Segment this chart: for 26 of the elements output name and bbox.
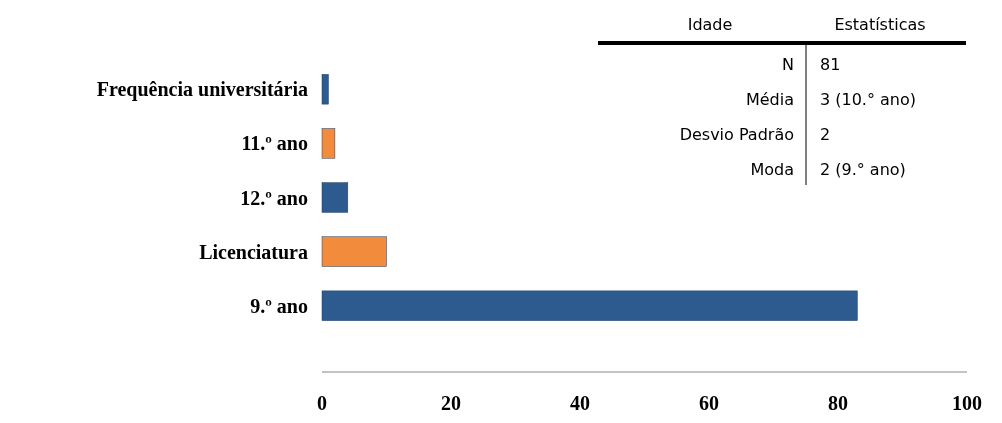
bar (321, 182, 349, 213)
annotation: 3 (10.° ano) (820, 90, 917, 109)
bar (321, 236, 387, 267)
annotation: 81 (820, 55, 841, 74)
y-tick-label: 11.º ano (241, 132, 308, 155)
annotation: 2 (9.° ano) (820, 160, 906, 179)
y-tick-label: Licenciatura (199, 240, 308, 263)
x-tick-label: 100 (952, 392, 982, 414)
annotation: N (782, 55, 794, 74)
bar (321, 74, 329, 105)
y-tick-label: 9.º ano (250, 294, 308, 317)
x-tick-label: 20 (441, 392, 461, 414)
text: Idade (687, 15, 733, 34)
y-tick-label: Frequência universitária (96, 78, 308, 102)
x-tick-label: 60 (699, 392, 719, 414)
x-tick-label: 0 (317, 392, 327, 414)
annotation: 2 (820, 125, 831, 144)
annotation: Moda (750, 160, 794, 179)
annotation: Média (745, 90, 794, 109)
x-tick-label: 40 (570, 392, 590, 414)
annotation: Desvio Padrão (679, 125, 794, 144)
bar (321, 290, 858, 321)
y-tick-label: 12.º ano (240, 186, 308, 209)
text: Estatísticas (834, 15, 926, 34)
x-tick-label: 80 (828, 392, 848, 414)
bar (321, 128, 336, 159)
